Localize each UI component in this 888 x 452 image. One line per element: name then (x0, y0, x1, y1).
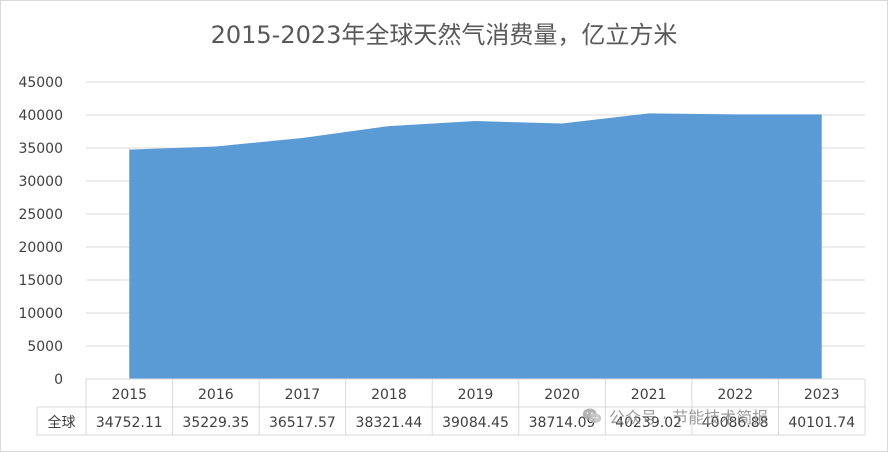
x-category-label: 2018 (371, 387, 407, 403)
table-data-value: 40101.74 (788, 415, 855, 431)
x-category-label: 2020 (544, 387, 580, 403)
x-category-label: 2021 (631, 387, 667, 403)
y-tick-label: 10000 (18, 306, 63, 322)
table-data-value: 39084.45 (442, 415, 509, 431)
x-category-label: 2015 (111, 387, 147, 403)
y-tick-label: 45000 (18, 75, 63, 91)
y-tick-label: 0 (54, 372, 63, 388)
wechat-icon (582, 408, 602, 424)
area-series (129, 113, 822, 379)
table-data-value: 40086.88 (702, 415, 769, 431)
table-data-value: 38321.44 (356, 415, 423, 431)
y-tick-label: 35000 (18, 141, 63, 157)
table-data-value: 34752.11 (96, 415, 163, 431)
watermark-text: 公众号 · 节能技术简报 (609, 408, 769, 427)
x-category-label: 2022 (717, 387, 753, 403)
y-tick-label: 20000 (18, 240, 63, 256)
chart-title: 2015-2023年全球天然气消费量，亿立方米 (210, 21, 678, 49)
table-series-name: 全球 (48, 414, 76, 431)
table-data-value: 35229.35 (182, 415, 249, 431)
x-category-label: 2019 (458, 387, 494, 403)
y-tick-label: 40000 (18, 108, 63, 124)
table-data-value: 40239.02 (615, 415, 682, 431)
table-data-value: 38714.09 (529, 415, 596, 431)
watermark: 公众号 · 节能技术简报 (581, 399, 768, 433)
y-tick-label: 25000 (18, 207, 63, 223)
y-tick-label: 30000 (18, 174, 63, 190)
table-data-value: 36517.57 (269, 415, 336, 431)
x-category-label: 2017 (285, 387, 321, 403)
x-category-label: 2016 (198, 387, 234, 403)
x-category-label: 2023 (804, 387, 840, 403)
y-tick-label: 15000 (18, 273, 63, 289)
y-tick-label: 5000 (27, 339, 63, 355)
